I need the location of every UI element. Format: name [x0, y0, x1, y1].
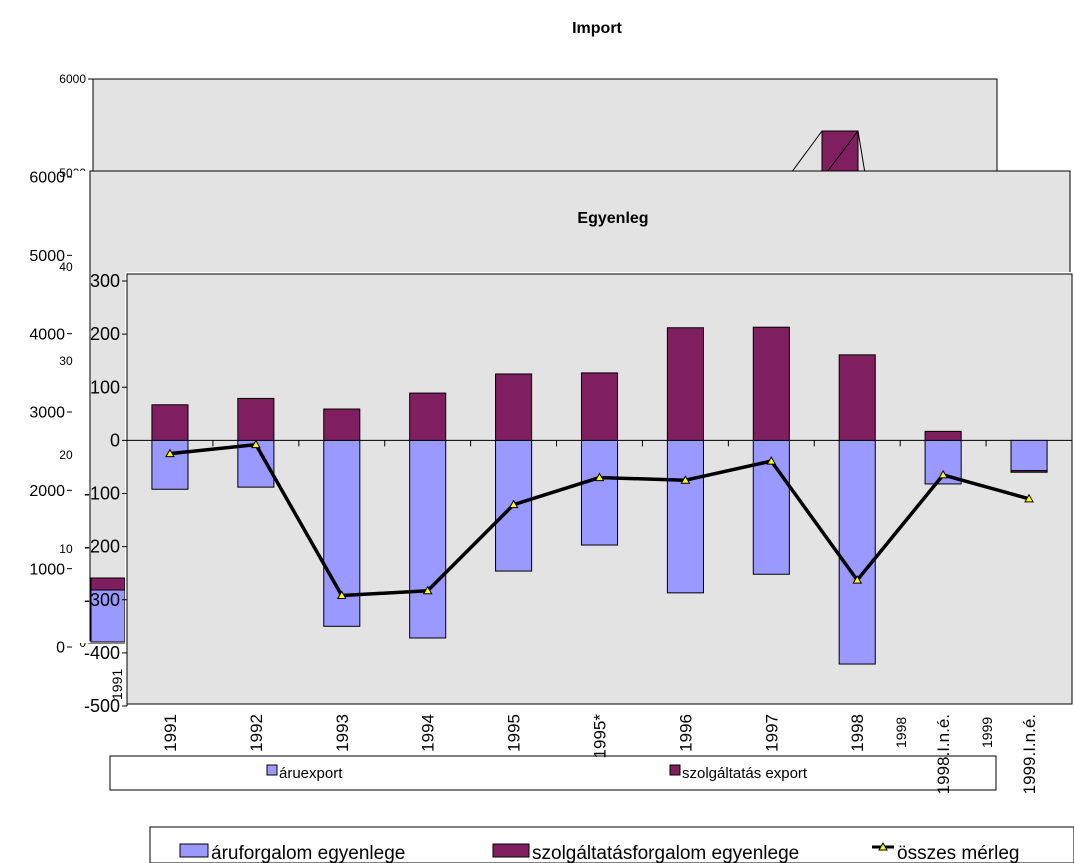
import-legend-frame — [149, 826, 1074, 863]
bar-services-balance — [838, 354, 876, 441]
legend-marker-total — [878, 841, 888, 851]
legend-label-services-balance: szolgáltatásforgalom egyenlege — [532, 843, 799, 863]
bar-goods-balance — [409, 439, 447, 639]
bar-goods-balance — [666, 439, 704, 594]
point-total-balance — [852, 575, 863, 584]
egyenleg-x-label: 1992 — [247, 714, 266, 752]
export-legend-label-goods: áruexport — [279, 765, 343, 782]
export-y-tick-label: 6000 — [29, 170, 65, 187]
egyenleg-x-label: 1993 — [333, 714, 352, 752]
bar-services-balance — [924, 430, 962, 441]
bar-services-balance — [666, 327, 704, 441]
egyenleg-x-label: 1991 — [161, 714, 180, 752]
point-total-balance — [766, 456, 777, 465]
export-bar-1991-services — [90, 577, 126, 591]
egyenleg-y-tick-label: -200 — [84, 537, 120, 557]
bar-services-balance — [151, 404, 189, 441]
legend-swatch-services-balance — [492, 843, 530, 858]
export-legend-swatch-services — [669, 764, 681, 776]
bar-services-balance — [1010, 470, 1048, 473]
export-y-tick-label: 2000 — [29, 483, 65, 500]
point-total-balance — [165, 448, 175, 458]
egyenleg-x-label: 1997 — [762, 714, 781, 752]
egyenleg-bars — [151, 326, 1048, 665]
egyenleg-x-label: 1996 — [676, 714, 695, 752]
egyenleg-legend: áruforgalom egyenlege szolgáltatásforgal… — [179, 841, 1020, 863]
egyenleg-x-label: 1999.I.n.é. — [1020, 714, 1039, 794]
egyenleg-x-label: 1995 — [505, 714, 524, 752]
export-legend — [109, 755, 997, 791]
egyenleg-y-tick-label: 100 — [90, 377, 120, 397]
export-y-tick-label: 1000 — [29, 561, 65, 578]
bar-goods-balance — [838, 439, 876, 665]
export-legend-label-services: szolgáltatás export — [682, 765, 808, 782]
export-x-label-1999: 1999 — [979, 717, 995, 748]
legend-swatch-goods-balance — [179, 843, 209, 858]
egyenleg-y-tick-label: -500 — [84, 696, 120, 716]
point-total-balance — [422, 585, 433, 595]
egyenleg-y-tick-label: 300 — [90, 271, 120, 291]
point-total-balance — [594, 472, 605, 482]
export-y-tick-label: 3000 — [29, 405, 65, 422]
export-bar-1991-goods — [90, 589, 126, 643]
point-total-balance — [938, 469, 948, 479]
egyenleg-title: Egyenleg — [577, 210, 648, 227]
point-total-balance — [680, 475, 691, 484]
point-total-balance — [508, 499, 519, 509]
egyenleg-x-axis-labels: 1991 1992 1993 1994 1995 1995* 1996 1997 1998 199… — [161, 714, 1039, 795]
egyenleg-y-tick-label: -300 — [84, 590, 120, 610]
export-y-tick-label: 4000 — [29, 326, 65, 343]
point-total-balance — [251, 439, 261, 449]
export-legend-swatch-goods — [266, 764, 278, 776]
export-x-label-1991: 1991 — [109, 669, 125, 700]
export-y-tick-label: 5000 — [29, 248, 65, 265]
point-total-balance — [336, 590, 347, 599]
export-y-axis: 0 1000 2000 3000 4000 5000 6000 — [29, 170, 72, 657]
egyenleg-y-tick-label: -400 — [84, 643, 120, 663]
egyenleg-y-tick-label: -100 — [84, 484, 120, 504]
egyenleg-x-label: 1994 — [419, 714, 438, 752]
egyenleg-x-label: 1998 — [848, 714, 867, 752]
egyenleg-x-label: 1998.I.n.é. — [934, 714, 953, 794]
import-y-tick-label: 0 — [79, 636, 86, 650]
bar-services-balance — [495, 373, 533, 441]
bar-goods-balance — [1010, 439, 1048, 472]
egyenleg-x-label: 1995* — [591, 714, 610, 759]
export-y-tick-label: 0 — [56, 640, 65, 657]
legend-label-total: összes mérleg — [897, 843, 1020, 863]
export-x-label-1998: 1998 — [893, 717, 909, 748]
bar-goods-balance — [580, 439, 619, 546]
import-y-tick-label: 6000 — [59, 72, 86, 86]
import-title: Import — [572, 20, 622, 37]
egyenleg-y-tick-label: 0 — [110, 430, 120, 450]
egyenleg-chart: Egyenleg -500-400-300-200-1000100200300 … — [84, 210, 1074, 794]
bar-services-balance — [580, 372, 619, 441]
bar-goods-balance — [151, 439, 189, 490]
point-total-balance — [1024, 493, 1034, 503]
bar-services-balance — [237, 397, 275, 441]
egyenleg-y-axis: -500 -400 -300 -200 -100 0 100 200 300 — [84, 271, 128, 716]
bar-services-balance — [323, 408, 361, 441]
legend-label-goods-balance: áruforgalom egyenlege — [211, 843, 405, 863]
egyenleg-line-series — [165, 439, 1034, 599]
bar-services-balance — [752, 326, 790, 441]
egyenleg-y-tick-label: 200 — [90, 324, 120, 344]
bar-services-balance — [409, 392, 447, 441]
